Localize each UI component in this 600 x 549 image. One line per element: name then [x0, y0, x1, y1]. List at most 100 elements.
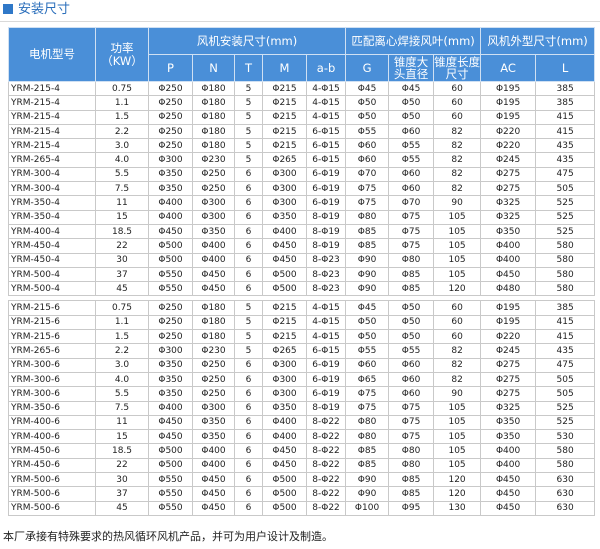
value-cell: 475 — [535, 166, 596, 183]
value-cell: Φ300 — [262, 181, 307, 197]
table-row: YRM-450-6 18.5 Φ500 Φ400 6 Φ450 8-Φ22 Φ85 Φ80 105… — [8, 443, 596, 459]
value-cell: Φ550 — [148, 281, 193, 297]
value-cell: Φ350 — [192, 223, 235, 240]
model-cell: YRM-400-6 — [8, 414, 96, 431]
value-cell: Φ450 — [480, 486, 537, 502]
column-header: M — [262, 54, 307, 82]
value-cell: 6 — [234, 371, 263, 388]
value-cell: Φ195 — [480, 80, 537, 97]
value-cell: 8-Φ23 — [305, 266, 347, 283]
value-cell: 385 — [535, 300, 596, 316]
value-cell: Φ275 — [480, 371, 537, 388]
value-cell: Φ250 — [148, 314, 193, 331]
value-cell: Φ500 — [148, 238, 193, 254]
value-cell: 60 — [433, 329, 482, 345]
value-cell: 5 — [234, 95, 263, 111]
value-cell: Φ50 — [388, 95, 435, 111]
value-cell: 6 — [234, 414, 263, 431]
value-cell: Φ350 — [148, 357, 193, 373]
value-cell: 2.2 — [95, 123, 149, 140]
value-cell: Φ325 — [480, 400, 537, 416]
value-cell: Φ85 — [345, 238, 390, 254]
value-cell: Φ450 — [148, 414, 193, 431]
value-cell: Φ300 — [262, 195, 307, 211]
value-cell: Φ400 — [192, 443, 235, 459]
value-cell: Φ400 — [192, 238, 235, 254]
value-cell: 15 — [95, 209, 149, 225]
column-group-header: 风机外型尺寸(mm) — [480, 27, 596, 55]
column-header: G — [345, 54, 390, 82]
value-cell: Φ250 — [192, 181, 235, 197]
value-cell: Φ300 — [262, 371, 307, 388]
value-cell: Φ55 — [345, 343, 390, 359]
value-cell: Φ250 — [192, 371, 235, 388]
value-cell: Φ180 — [192, 300, 235, 316]
value-cell: Φ500 — [262, 472, 307, 488]
table-row: YRM-350-4 15 Φ400 Φ300 6 Φ350 8-Φ19 Φ80 Φ75 105 Φ3… — [8, 209, 596, 225]
value-cell: 8-Φ22 — [305, 429, 347, 445]
value-cell: Φ230 — [192, 343, 235, 359]
model-cell: YRM-215-4 — [8, 138, 96, 154]
value-cell: Φ325 — [480, 209, 537, 225]
value-cell: Φ230 — [192, 152, 235, 168]
value-cell: Φ195 — [480, 95, 537, 111]
value-cell: Φ75 — [388, 429, 435, 445]
value-cell: Φ220 — [480, 138, 537, 154]
value-cell: Φ75 — [388, 414, 435, 431]
table-row: YRM-450-4 22 Φ500 Φ400 6 Φ450 8-Φ19 Φ85 Φ75 105 Φ4… — [8, 238, 596, 254]
value-cell: 6-Φ15 — [305, 123, 347, 140]
value-cell: Φ300 — [192, 209, 235, 225]
value-cell: 8-Φ22 — [305, 472, 347, 488]
table-row: YRM-500-6 45 Φ550 Φ450 6 Φ500 8-Φ22 Φ100 Φ95 130 Φ… — [8, 500, 596, 516]
model-cell: YRM-265-6 — [8, 343, 96, 359]
value-cell: Φ60 — [388, 166, 435, 183]
model-cell: YRM-215-4 — [8, 80, 96, 97]
value-cell: Φ180 — [192, 329, 235, 345]
value-cell: Φ500 — [148, 457, 193, 474]
value-cell: Φ180 — [192, 109, 235, 125]
value-cell: 105 — [433, 457, 482, 474]
value-cell: Φ450 — [148, 223, 193, 240]
value-cell: 82 — [433, 181, 482, 197]
value-cell: Φ215 — [262, 123, 307, 140]
value-cell: Φ75 — [345, 181, 390, 197]
model-cell: YRM-450-4 — [8, 252, 96, 268]
value-cell: 6 — [234, 195, 263, 211]
value-cell: 5 — [234, 343, 263, 359]
value-cell: Φ60 — [345, 138, 390, 154]
model-cell: YRM-350-4 — [8, 195, 96, 211]
model-cell: YRM-300-4 — [8, 181, 96, 197]
value-cell: 6-Φ19 — [305, 195, 347, 211]
value-cell: Φ80 — [345, 429, 390, 445]
table-row: YRM-350-4 11 Φ400 Φ300 6 Φ300 6-Φ19 Φ75 Φ70 90 Φ32… — [8, 195, 596, 211]
value-cell: Φ195 — [480, 300, 537, 316]
value-cell: Φ450 — [480, 472, 537, 488]
table-row: YRM-215-6 1.5 Φ250 Φ180 5 Φ215 4-Φ15 Φ50 Φ50 60 Φ2… — [8, 329, 596, 345]
table-row: YRM-265-4 4.0 Φ300 Φ230 5 Φ265 6-Φ15 Φ60 Φ55 82 Φ2… — [8, 152, 596, 168]
value-cell: Φ80 — [388, 457, 435, 474]
table-row: YRM-300-6 5.5 Φ350 Φ250 6 Φ300 6-Φ19 Φ75 Φ60 90 Φ2… — [8, 386, 596, 402]
value-cell: 530 — [535, 429, 596, 445]
value-cell: 6-Φ19 — [305, 181, 347, 197]
column-header: L — [535, 54, 596, 82]
value-cell: 105 — [433, 223, 482, 240]
model-cell: YRM-215-4 — [8, 123, 96, 140]
table-row: YRM-215-4 3.0 Φ250 Φ180 5 Φ215 6-Φ15 Φ60 Φ55 82 Φ2… — [8, 138, 596, 154]
value-cell: 6 — [234, 400, 263, 416]
value-cell: 45 — [95, 281, 149, 297]
value-cell: Φ220 — [480, 123, 537, 140]
model-cell: YRM-265-4 — [8, 152, 96, 168]
value-cell: Φ85 — [345, 457, 390, 474]
value-cell: Φ245 — [480, 343, 537, 359]
value-cell: Φ215 — [262, 314, 307, 331]
value-cell: 6-Φ15 — [305, 152, 347, 168]
column-group-header: 风机安装尺寸(mm) — [147, 27, 347, 55]
value-cell: Φ95 — [388, 500, 435, 516]
value-cell: 5 — [234, 329, 263, 345]
value-cell: Φ45 — [345, 300, 390, 316]
value-cell: Φ550 — [148, 486, 193, 502]
value-cell: Φ50 — [388, 109, 435, 125]
value-cell: 4-Φ15 — [305, 109, 347, 125]
value-cell: 37 — [95, 486, 149, 502]
